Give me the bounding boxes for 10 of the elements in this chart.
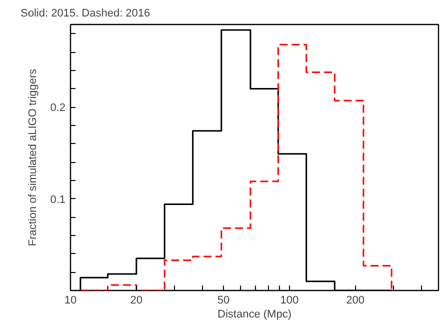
y-axis-title: Fraction of simulated aLIGO triggers (27, 68, 40, 246)
x-tick-label: 20 (130, 294, 143, 306)
chart-title: Solid: 2015. Dashed: 2016 (20, 8, 150, 20)
x-tick-label: 50 (217, 294, 230, 306)
y-tick-label: 0.1 (50, 194, 66, 206)
x-tick-label: 200 (346, 294, 364, 306)
x-tick-label: 100 (280, 294, 299, 306)
x-axis-title: Distance (Mpc) (218, 308, 292, 320)
x-tick-label: 10 (64, 294, 77, 306)
y-tick-label: 0.2 (50, 102, 66, 114)
